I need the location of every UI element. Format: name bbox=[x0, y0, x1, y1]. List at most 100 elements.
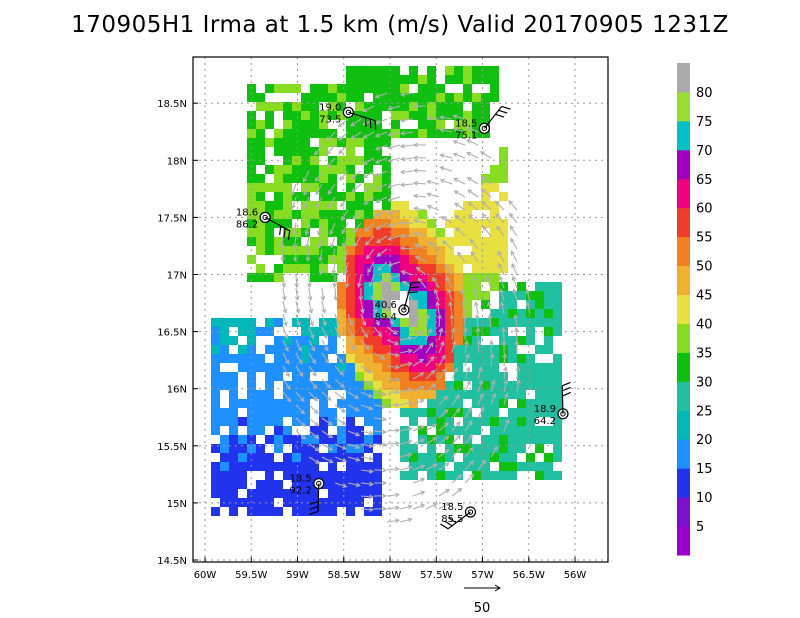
wind-vector bbox=[327, 157, 336, 168]
wind-cell bbox=[373, 300, 382, 309]
wind-vector bbox=[412, 359, 424, 367]
wind-cell bbox=[256, 237, 265, 246]
wind-cell bbox=[346, 120, 355, 129]
wind-cell bbox=[229, 354, 238, 363]
wind-cell bbox=[463, 336, 472, 345]
wind-cell bbox=[481, 255, 490, 264]
wind-cell bbox=[355, 408, 364, 417]
wind-vector-head bbox=[481, 459, 487, 465]
wind-barb-flag bbox=[364, 117, 367, 127]
wind-vector-head bbox=[351, 188, 357, 193]
wind-cell bbox=[481, 372, 490, 381]
wind-cell bbox=[490, 417, 499, 426]
wind-cell bbox=[346, 192, 355, 201]
station-label-bottom: 86.2 bbox=[236, 219, 258, 230]
wind-cell bbox=[346, 489, 355, 498]
wind-vector bbox=[321, 339, 329, 351]
wind-cell bbox=[535, 426, 544, 435]
wind-vector bbox=[449, 302, 453, 315]
wind-cell bbox=[310, 471, 319, 480]
wind-cell bbox=[247, 417, 256, 426]
wind-cell bbox=[346, 174, 355, 183]
wind-vector bbox=[321, 378, 331, 389]
wind-cell bbox=[490, 210, 499, 219]
wind-cell bbox=[364, 228, 373, 237]
wind-cell bbox=[319, 111, 328, 120]
wind-cell bbox=[400, 435, 409, 444]
wind-vector bbox=[386, 352, 399, 357]
wind-cell bbox=[328, 138, 337, 147]
wind-cell bbox=[481, 93, 490, 102]
wind-vector-head bbox=[343, 269, 349, 275]
wind-cell bbox=[355, 102, 364, 111]
wind-cell bbox=[472, 417, 481, 426]
wind-vector bbox=[425, 503, 438, 510]
wind-cell bbox=[301, 363, 310, 372]
wind-vector bbox=[282, 391, 291, 402]
wind-cell bbox=[454, 237, 463, 246]
wind-cell bbox=[292, 354, 301, 363]
wind-cell bbox=[256, 273, 265, 282]
wind-cell bbox=[211, 462, 220, 471]
wind-vector-head bbox=[375, 225, 381, 230]
wind-cell bbox=[346, 300, 355, 309]
wind-cell bbox=[292, 102, 301, 111]
wind-vector bbox=[363, 105, 375, 112]
wind-cell bbox=[553, 318, 562, 327]
wind-vector bbox=[308, 274, 311, 288]
wind-cell bbox=[382, 381, 391, 390]
wind-vector-head bbox=[291, 230, 297, 236]
wind-vector bbox=[363, 157, 375, 165]
wind-cell bbox=[301, 264, 310, 273]
wind-cell bbox=[553, 444, 562, 453]
wind-cell bbox=[310, 462, 319, 471]
wind-cell bbox=[436, 354, 445, 363]
wind-cell bbox=[427, 93, 436, 102]
wind-cell bbox=[274, 165, 283, 174]
wind-cell bbox=[499, 336, 508, 345]
wind-vector bbox=[427, 193, 440, 198]
wind-vector bbox=[399, 388, 412, 393]
wind-vector bbox=[350, 131, 362, 140]
wind-cell bbox=[274, 408, 283, 417]
wind-vector bbox=[490, 354, 494, 367]
wind-cell bbox=[463, 111, 472, 120]
wind-cell bbox=[301, 498, 310, 507]
wind-cell bbox=[292, 462, 301, 471]
wind-vector-head bbox=[368, 405, 374, 411]
wind-cell bbox=[490, 408, 499, 417]
wind-vector-head bbox=[428, 342, 434, 348]
wind-cell bbox=[463, 426, 472, 435]
wind-vector bbox=[399, 440, 412, 445]
wind-cell bbox=[553, 300, 562, 309]
wind-barb-flag bbox=[287, 230, 291, 240]
wind-cell bbox=[301, 327, 310, 336]
wind-cell bbox=[454, 102, 463, 111]
wind-vector bbox=[388, 144, 401, 149]
wind-vector bbox=[453, 140, 466, 146]
wind-vector-head bbox=[478, 379, 484, 385]
wind-cell bbox=[517, 417, 526, 426]
wind-vector-head bbox=[481, 213, 487, 219]
wind-vector bbox=[451, 341, 456, 354]
wind-vector-head bbox=[326, 383, 331, 389]
wind-cell bbox=[400, 210, 409, 219]
wind-cell bbox=[364, 309, 373, 318]
wind-cell bbox=[283, 147, 292, 156]
wind-cell bbox=[265, 471, 274, 480]
wind-vector-head bbox=[466, 177, 472, 182]
wind-cell bbox=[355, 309, 364, 318]
wind-cell bbox=[454, 273, 463, 282]
wind-vector-head bbox=[331, 269, 337, 276]
wind-cell bbox=[382, 345, 391, 354]
wind-cell bbox=[292, 345, 301, 354]
wind-vector-head bbox=[394, 505, 401, 511]
colorbar-label: 35 bbox=[696, 346, 713, 361]
colorbar-label: 5 bbox=[696, 520, 704, 535]
wind-cell bbox=[490, 471, 499, 480]
wind-vector-head bbox=[455, 421, 461, 427]
wind-cell bbox=[283, 471, 292, 480]
wind-cell bbox=[427, 66, 436, 75]
wind-vector bbox=[470, 239, 479, 250]
wind-cell bbox=[481, 444, 490, 453]
